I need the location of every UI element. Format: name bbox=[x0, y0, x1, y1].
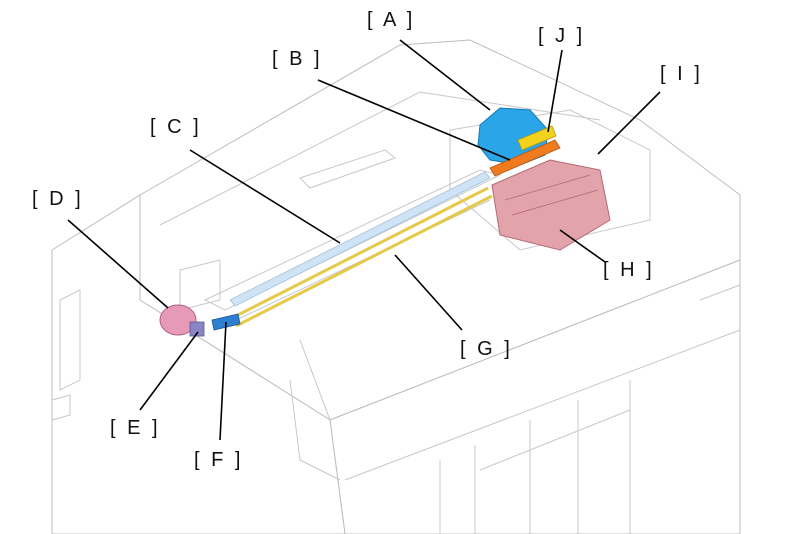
label-D: [ D ] bbox=[32, 188, 84, 210]
label-H: [ H ] bbox=[603, 259, 655, 281]
label-J: [ J ] bbox=[538, 25, 586, 47]
leader-J bbox=[547, 49, 563, 133]
leader-C bbox=[189, 149, 341, 244]
label-A: [ A ] bbox=[367, 9, 416, 31]
rail-C bbox=[229, 171, 491, 307]
leader-B bbox=[317, 79, 511, 161]
part-J-bracket bbox=[517, 125, 557, 151]
leader-H bbox=[559, 229, 606, 263]
label-F: [ F ] bbox=[194, 449, 244, 471]
leader-I bbox=[597, 91, 661, 155]
part-E-gear bbox=[189, 321, 205, 337]
label-B: [ B ] bbox=[272, 48, 323, 70]
label-E: [ E ] bbox=[110, 417, 161, 439]
leader-G bbox=[394, 254, 463, 331]
machine-body bbox=[51, 39, 741, 534]
part-H-carriage bbox=[491, 159, 611, 251]
rail-G bbox=[231, 186, 493, 328]
part-B-shaft bbox=[489, 139, 561, 177]
leader-A bbox=[399, 39, 491, 111]
label-C: [ C ] bbox=[150, 116, 202, 138]
part-D-pulley bbox=[159, 304, 197, 336]
label-I: [ I ] bbox=[660, 63, 703, 85]
leader-F bbox=[219, 321, 227, 441]
label-G: [ G ] bbox=[460, 338, 513, 360]
leader-lines bbox=[67, 39, 661, 441]
leader-D bbox=[67, 219, 169, 309]
leader-E bbox=[139, 331, 199, 411]
